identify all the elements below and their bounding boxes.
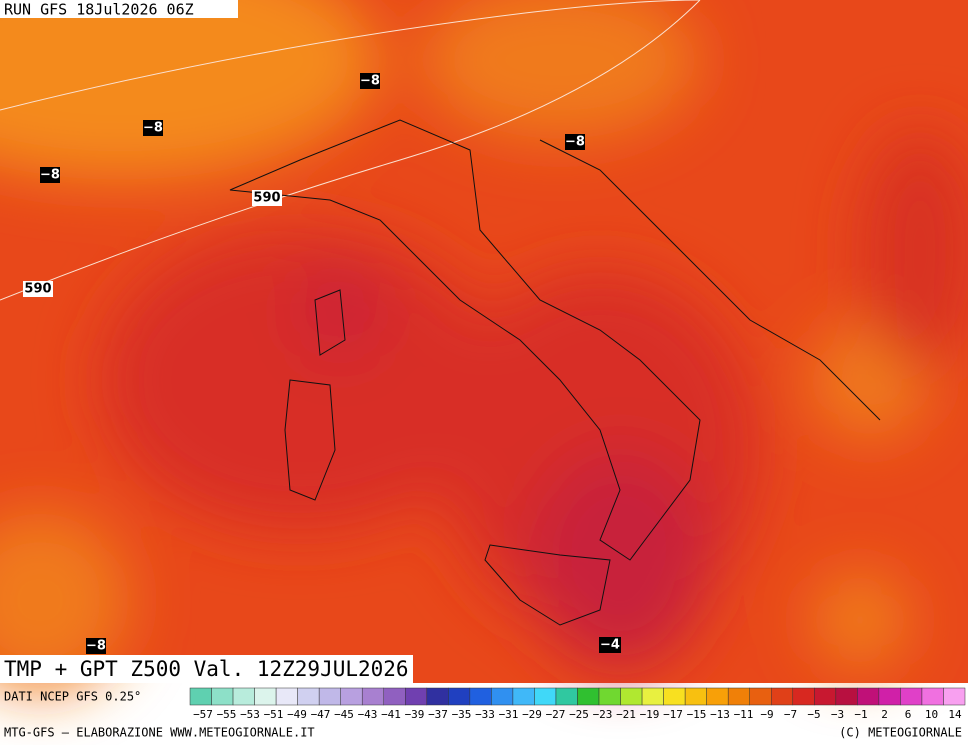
colorbar-swatch	[426, 687, 449, 706]
map-field	[0, 0, 968, 690]
colorbar: −57 −55 −53 −51 −49 −47 −45 −43 −41 −39 −37 −35 −33−…	[189, 687, 966, 721]
colorbar-swatch	[383, 687, 406, 706]
colorbar-swatch	[857, 687, 880, 706]
label-box	[86, 638, 106, 654]
colorbar-label: −45	[334, 708, 354, 721]
contour-labels: −8 −8 −8 −8 −8 −4 590 590	[23, 73, 621, 654]
colorbar-label: −9	[760, 708, 773, 721]
colorbar-swatch	[900, 687, 923, 706]
colorbar-label: −41	[381, 708, 401, 721]
colorbar-label: −7	[784, 708, 797, 721]
colorbar-swatch	[792, 687, 815, 706]
contour-label: −8	[360, 74, 380, 89]
colorbar-label: −39	[405, 708, 425, 721]
colorbar-swatch	[555, 687, 578, 706]
colorbar-swatch	[771, 687, 794, 706]
colorbar-swatch	[577, 687, 600, 706]
label-box	[252, 190, 282, 206]
colorbar-label: 10	[925, 708, 938, 721]
colorbar-label: −5	[807, 708, 820, 721]
colorbar-label: −37	[428, 708, 448, 721]
colorbar-swatch	[405, 687, 428, 706]
colorbar-label: −31	[499, 708, 519, 721]
colorbar-label: −19	[640, 708, 660, 721]
colorbar-swatch	[254, 687, 277, 706]
colorbar-swatch	[663, 687, 686, 706]
contour-label: −8	[565, 135, 585, 150]
label-box	[40, 167, 60, 183]
colorbar-swatch	[921, 687, 944, 706]
label-box	[143, 120, 163, 136]
colorbar-label: −27	[546, 708, 566, 721]
colorbar-label: −33	[475, 708, 495, 721]
footer-left: MTG-GFS — ELABORAZIONE WWW.METEOGIORNALE…	[4, 726, 315, 740]
colorbar-swatch	[491, 687, 514, 706]
colorbar-swatch	[727, 687, 750, 706]
colorbar-label: 6	[905, 708, 912, 721]
colorbar-label: −3	[831, 708, 844, 721]
colorbar-swatch	[641, 687, 664, 706]
colorbar-label: 14	[948, 708, 962, 721]
colorbar-swatch	[749, 687, 772, 706]
label-box	[599, 637, 621, 653]
colorbar-label: −35	[452, 708, 472, 721]
run-label: RUN GFS 18Jul2026 06Z	[4, 1, 194, 19]
colorbar-label: −43	[358, 708, 378, 721]
map-title: TMP + GPT Z500 Val. 12Z29JUL2026	[4, 657, 409, 681]
colorbar-label: −53	[240, 708, 260, 721]
contour-label: −8	[86, 639, 106, 654]
colorbar-swatch	[878, 687, 901, 706]
colorbar-swatch	[598, 687, 621, 706]
colorbar-swatch	[469, 687, 492, 706]
colorbar-label: −15	[687, 708, 707, 721]
colorbar-swatch	[835, 687, 858, 706]
colorbar-swatch	[189, 687, 212, 706]
colorbar-swatch	[943, 687, 966, 706]
colorbar-label: −57	[193, 708, 213, 721]
colorbar-label: −29	[522, 708, 542, 721]
colorbar-label: −17	[663, 708, 683, 721]
colorbar-swatch	[275, 687, 298, 706]
source-label: DATI NCEP GFS 0.25°	[4, 690, 141, 704]
colorbar-swatch	[706, 687, 729, 706]
colorbar-swatch	[318, 687, 341, 706]
contour-label: −8	[143, 121, 163, 136]
label-box	[23, 281, 53, 297]
colorbar-label: −51	[264, 708, 284, 721]
colorbar-swatch	[814, 687, 837, 706]
colorbar-swatch	[211, 687, 234, 706]
label-box	[360, 73, 380, 89]
colorbar-label: −11	[734, 708, 754, 721]
colorbar-swatch	[620, 687, 643, 706]
colorbar-swatch	[297, 687, 320, 706]
contour-label: 590	[24, 282, 51, 297]
contour-label: 590	[253, 191, 280, 206]
footer-right: (C) METEOGIORNALE	[839, 726, 962, 740]
colorbar-label: −49	[287, 708, 307, 721]
colorbar-swatch	[361, 687, 385, 706]
colorbar-label: −13	[710, 708, 730, 721]
colorbar-label: −21	[616, 708, 636, 721]
colorbar-label: −1	[854, 708, 867, 721]
colorbar-swatch	[512, 687, 535, 706]
colorbar-label: −47	[311, 708, 331, 721]
colorbar-swatch	[340, 687, 363, 706]
colorbar-label: −55	[217, 708, 237, 721]
colorbar-swatch	[534, 687, 557, 706]
colorbar-swatch	[232, 687, 255, 706]
colorbar-swatch	[448, 687, 471, 706]
colorbar-swatch	[684, 687, 707, 706]
contour-label: −8	[40, 168, 60, 183]
colorbar-label: −25	[569, 708, 589, 721]
colorbar-label: 2	[881, 708, 888, 721]
run-box	[0, 0, 238, 18]
title-box	[0, 655, 413, 683]
colorbar-label: −23	[593, 708, 613, 721]
label-box	[565, 134, 585, 150]
contour-label: −4	[600, 638, 620, 653]
